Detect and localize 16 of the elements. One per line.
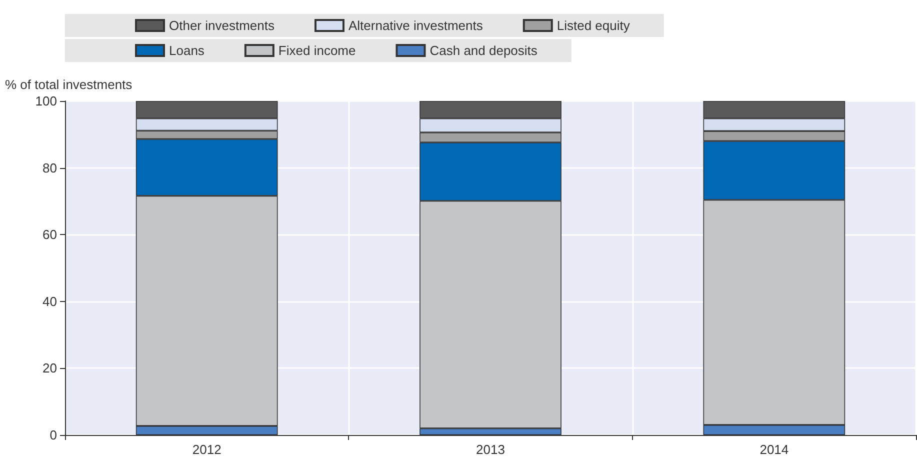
y-tick-label: 0 xyxy=(50,428,57,442)
legend-label: Cash and deposits xyxy=(430,43,538,58)
legend-label: Loans xyxy=(169,43,205,58)
y-tick-label: 80 xyxy=(42,160,57,176)
y-axis-title: % of total investments xyxy=(5,77,133,92)
legend-label: Alternative investments xyxy=(348,18,484,33)
x-tick-label: 2012 xyxy=(192,442,222,457)
y-tick-label: 20 xyxy=(42,360,57,376)
legend-label: Fixed income xyxy=(278,43,356,58)
x-tick-label: 2014 xyxy=(760,442,789,457)
y-tick-label: 100 xyxy=(35,94,57,108)
legend-label: Listed equity xyxy=(556,18,630,33)
x-tick-label: 2013 xyxy=(476,442,505,457)
legend-label: Other investments xyxy=(169,18,275,33)
y-tick-label: 40 xyxy=(42,294,57,309)
y-tick-label: 60 xyxy=(42,227,57,242)
